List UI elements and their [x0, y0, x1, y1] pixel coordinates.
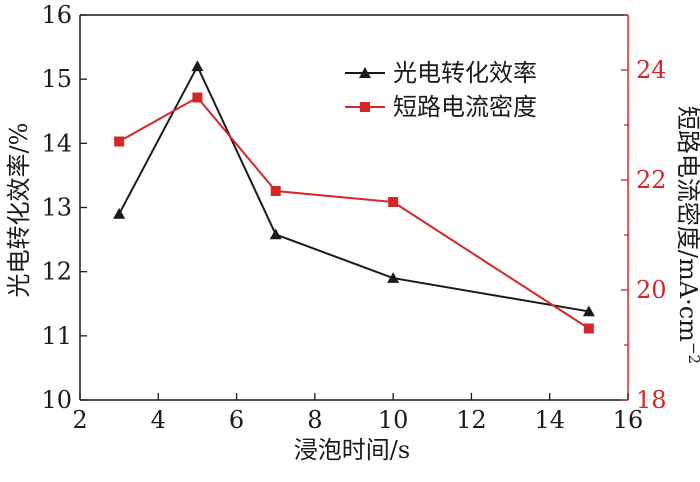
x-tick-label: 4 [151, 406, 166, 434]
y-left-tick-label: 15 [41, 65, 72, 93]
y-left-tick-label: 10 [41, 386, 72, 414]
y-left-tick-label: 14 [41, 129, 72, 157]
y-left-tick-label: 16 [41, 1, 72, 29]
y-right-tick-label: 18 [636, 386, 667, 414]
y-right-tick-label: 20 [636, 276, 667, 304]
data-point-current [192, 92, 203, 103]
x-tick-label: 2 [72, 406, 87, 434]
y-right-tick-label: 24 [636, 56, 667, 84]
y-axis-left-title: 光电转化效率/% [5, 123, 33, 298]
y-left-tick-label: 11 [41, 322, 72, 350]
data-point-efficiency [191, 60, 204, 72]
x-axis-title: 浸泡时间/s [294, 436, 410, 464]
y-right-tick-label: 22 [636, 166, 667, 194]
data-point-current [388, 197, 399, 207]
legend-label-efficiency: 光电转化效率 [393, 59, 537, 87]
x-tick-label: 8 [307, 406, 322, 434]
data-point-current [114, 136, 125, 147]
data-point-current [270, 186, 281, 196]
y-axis-right-title-main: 短路电流密度/mA·cm [674, 106, 700, 342]
x-tick-label: 12 [456, 406, 487, 434]
x-tick-label: 6 [229, 406, 244, 434]
y-axis-right-title: 短路电流密度/mA·cm−2 [674, 106, 700, 364]
data-point-efficiency [582, 305, 595, 317]
legend-marker-current [360, 102, 370, 112]
legend-label-current: 短路电流密度 [393, 93, 537, 121]
series-line-current [118, 96, 590, 330]
x-tick-label: 16 [613, 406, 644, 434]
data-point-efficiency [113, 207, 126, 219]
x-tick-label: 10 [378, 406, 409, 434]
y-left-tick-label: 12 [41, 258, 72, 286]
y-axis-right-title-superscript: −2 [685, 342, 700, 364]
y-left-tick-label: 13 [41, 194, 72, 222]
data-point-current [583, 323, 594, 334]
legend-marker-efficiency [359, 67, 371, 78]
data-point-efficiency [269, 228, 282, 240]
x-tick-label: 14 [534, 406, 565, 434]
data-point-efficiency [387, 272, 400, 283]
